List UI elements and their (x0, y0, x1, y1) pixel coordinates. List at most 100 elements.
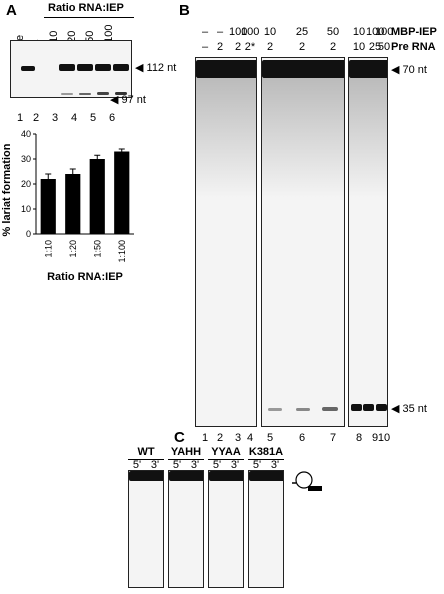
gel-b-lane-number: 4 (246, 432, 254, 444)
chart-y-tick-label: 40 (21, 129, 31, 139)
gel-b-lane-number: 8 (355, 432, 363, 444)
chart-x-tick-label: 1:10 (43, 240, 53, 258)
chart-y-tick-label: 0 (26, 229, 31, 239)
gel-a-lane-number: 2 (33, 112, 40, 124)
gel-b-product-band (322, 407, 338, 411)
gel-a-lariat-1-50 (97, 92, 109, 95)
gel-c-end-label: 5' (132, 459, 142, 471)
gel-c-group-label: K381A (248, 446, 284, 458)
gel-b-lane-number: 1 (201, 432, 209, 444)
gel-c-band (169, 471, 203, 481)
gel-b-lane-number: 3 (234, 432, 242, 444)
gel-b-product-band (268, 408, 282, 411)
gel-b-lane-number: 7 (329, 432, 337, 444)
gel-b-smear (349, 78, 387, 198)
gel-b-lane-number: 9 (371, 432, 379, 444)
gel-a (10, 40, 132, 98)
lariat-schematic-icon (292, 471, 322, 491)
mbp-iep-value: 10 (263, 26, 277, 38)
chart-x-tick-label: 1:20 (68, 240, 78, 258)
gel-b-smear (262, 78, 344, 198)
gel-a-lane-number: 1 (17, 112, 24, 124)
pre-rna-value: 2 (266, 41, 274, 53)
mbp-iep-value: 50 (326, 26, 340, 38)
gel-a-band-pre (21, 66, 35, 71)
pre-rna-label: Pre RNA (391, 41, 436, 53)
pre-rna-value: 2 (329, 41, 337, 53)
gel-a-lariat-1-20 (79, 93, 91, 95)
panel-a-header: Ratio RNA:IEP (48, 2, 124, 14)
gel-c-group-rule (208, 459, 244, 460)
gel-c-lanes-1-2 (128, 470, 164, 588)
gel-c-group-rule (128, 459, 164, 460)
gel-a-marker-97: ◀ 97 nt (110, 94, 146, 106)
mbp-iep-value: 100 (366, 26, 385, 38)
gel-c-lanes-3-4 (168, 470, 204, 588)
chart-y-tick-label: 20 (21, 179, 31, 189)
gel-a-lariat-1-10 (61, 93, 73, 95)
mbp-iep-label: MBP-IEP (391, 26, 437, 38)
panel-a-header-rule (44, 17, 134, 18)
gel-a-lane-number: 6 (109, 112, 116, 124)
gel-b-product-band (351, 404, 362, 411)
gel-b-lane-number: 10 (377, 432, 391, 444)
gel-a-lariat-1-100 (115, 92, 127, 95)
gel-b-smear (196, 78, 256, 198)
gel-c-end-label: 5' (252, 459, 262, 471)
gel-a-lane-number: 5 (90, 112, 97, 124)
panel-c-letter: C (174, 429, 185, 446)
chart-y-tick-label: 30 (21, 154, 31, 164)
chart-ylabel: % lariat formation (1, 143, 13, 236)
chart-y-tick-label: 10 (21, 204, 31, 214)
gel-a-lane-number: 3 (52, 112, 59, 124)
gel-a-band-1-100 (113, 64, 129, 71)
mbp-iep-value: 100 (229, 26, 248, 38)
chart-x-tick-label: 1:100 (117, 240, 127, 263)
mbp-iep-value: – (201, 26, 209, 38)
gel-c-lanes-7-8 (248, 470, 284, 588)
gel-a-marker-112: ◀ 112 nt (135, 62, 177, 74)
gel-b-marker-70: ◀ 70 nt (391, 64, 427, 76)
gel-c-end-label: 3' (150, 459, 160, 471)
pre-rna-value: 10 (352, 41, 366, 53)
gel-b-lane-number: 2 (216, 432, 224, 444)
gel-c-lanes-5-6 (208, 470, 244, 588)
gel-c-group-rule (248, 459, 284, 460)
chart-x-tick-label: 1:50 (92, 240, 102, 258)
gel-c-end-label: 5' (172, 459, 182, 471)
chart-bar-1:100 (114, 151, 130, 234)
mbp-iep-value: 25 (295, 26, 309, 38)
gel-c-group-label: WT (137, 446, 155, 458)
chart-bar-1:20 (65, 174, 81, 234)
pre-rna-value: 2 (298, 41, 306, 53)
gel-b-panel-1 (195, 57, 257, 427)
gel-c-end-label: 3' (270, 459, 280, 471)
lariat-bar-chart: % lariat formation 0 10 20 30 40 1:10 1:20 1:5… (1, 129, 134, 283)
gel-a-band-1-20 (77, 64, 93, 71)
gel-b-precursor-band (196, 60, 256, 78)
gel-c-group-rule (168, 459, 204, 460)
pre-rna-value: 2 (234, 41, 242, 53)
mbp-iep-value: 100 (241, 26, 260, 38)
gel-c-end-label: 3' (230, 459, 240, 471)
gel-c-group-label: YYAA (211, 446, 241, 458)
mbp-iep-value: – (216, 26, 224, 38)
gel-b-lane-number: 6 (298, 432, 306, 444)
gel-b-product-band (363, 404, 374, 411)
pre-rna-value: – (201, 41, 209, 53)
gel-a-band-1-10 (59, 64, 75, 71)
chart-bar-1:50 (89, 159, 105, 234)
gel-c-end-label: 5' (212, 459, 222, 471)
gel-c-end-label: 3' (190, 459, 200, 471)
pre-rna-value: 2 (216, 41, 224, 53)
gel-b-panel-3 (348, 57, 388, 427)
pre-rna-value: 50 (377, 41, 391, 53)
gel-a-lane-number: 4 (71, 112, 78, 124)
gel-a-band-1-50 (95, 64, 111, 71)
mbp-iep-value: 100 (375, 26, 394, 38)
mbp-iep-value: 10 (352, 26, 366, 38)
gel-c-band (209, 471, 243, 481)
panel-a-letter: A (6, 2, 17, 19)
gel-b-panel-2 (261, 57, 345, 427)
gel-b-precursor-band (349, 60, 387, 78)
